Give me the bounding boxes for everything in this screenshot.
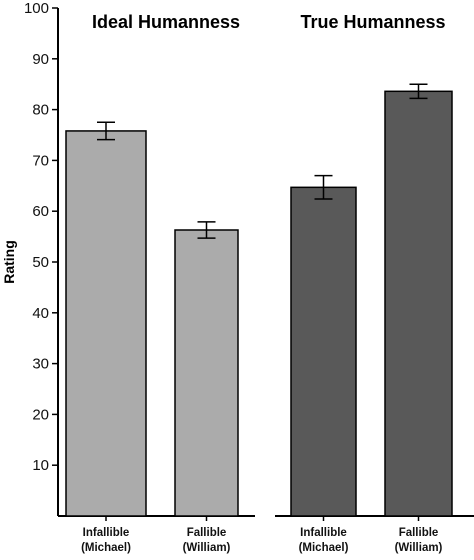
bar bbox=[290, 186, 357, 517]
panel-title: True Humanness bbox=[300, 12, 445, 32]
y-axis-label: Rating bbox=[1, 240, 17, 284]
x-category-label: Infallible bbox=[300, 527, 347, 539]
y-tick-label: 80 bbox=[32, 102, 49, 119]
y-tick-label: 10 bbox=[32, 457, 49, 474]
x-category-label: (William) bbox=[183, 542, 231, 554]
x-category-label: Fallible bbox=[399, 527, 439, 539]
x-category-label: Infallible bbox=[83, 527, 130, 539]
y-tick-label: 60 bbox=[32, 203, 49, 220]
x-category-label: (Michael) bbox=[81, 542, 131, 554]
x-category-label: Fallible bbox=[187, 527, 227, 539]
bar bbox=[174, 229, 239, 517]
bar bbox=[65, 130, 147, 517]
y-tick-label: 100 bbox=[24, 0, 49, 17]
y-tick-label: 30 bbox=[32, 356, 49, 373]
x-category-label: (William) bbox=[395, 542, 443, 554]
bar bbox=[384, 90, 453, 517]
y-tick-label: 70 bbox=[32, 152, 49, 169]
panel-title: Ideal Humanness bbox=[92, 12, 240, 32]
y-tick-label: 40 bbox=[32, 305, 49, 322]
label-layer: 10 20 30 40 50 60 70 80 90 100 Rating Ideal Humanne… bbox=[1, 0, 446, 554]
y-tick-label: 20 bbox=[32, 406, 49, 423]
y-tick-label: 90 bbox=[32, 51, 49, 68]
bar-layer bbox=[65, 83, 453, 517]
x-category-label: (Michael) bbox=[299, 542, 349, 554]
y-tick-label: 50 bbox=[32, 254, 49, 271]
